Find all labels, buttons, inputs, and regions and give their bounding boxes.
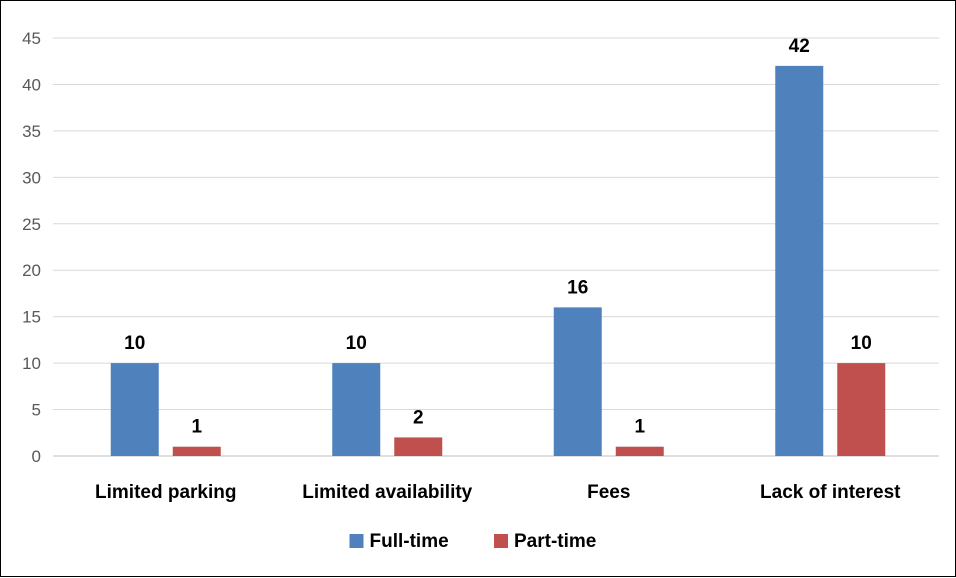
bars <box>110 65 886 456</box>
legend-label: Full-time <box>370 531 449 552</box>
bar-part-time <box>615 446 664 456</box>
data-label: 42 <box>789 36 810 57</box>
data-label: 1 <box>191 417 202 438</box>
bar-part-time <box>172 446 221 456</box>
y-tick-label: 0 <box>32 447 41 466</box>
bar-part-time <box>837 363 886 456</box>
x-axis-labels: Limited parking Limited availability Fees L… <box>95 482 901 503</box>
gridlines <box>53 37 939 457</box>
legend-swatch <box>349 534 364 548</box>
legend-swatch <box>494 534 508 548</box>
y-axis-ticks: 0 5 10 15 20 25 30 35 40 45 <box>22 29 41 466</box>
data-label: 10 <box>851 333 872 354</box>
y-tick-label: 5 <box>32 401 41 420</box>
data-labels: 10 1 10 2 16 1 42 10 <box>124 36 872 438</box>
category-label: Lack of interest <box>760 482 901 503</box>
y-tick-label: 20 <box>22 261 41 280</box>
category-label: Limited parking <box>95 482 236 503</box>
bar-full-time <box>332 363 381 456</box>
bar-part-time <box>394 437 443 456</box>
data-label: 2 <box>413 407 424 428</box>
data-label: 10 <box>346 333 367 354</box>
bar-full-time <box>553 307 602 456</box>
y-tick-label: 30 <box>22 168 41 187</box>
legend: Full-time Part-time <box>349 531 596 552</box>
y-tick-label: 40 <box>22 75 41 94</box>
y-tick-label: 15 <box>22 308 41 327</box>
y-tick-label: 35 <box>22 122 41 141</box>
legend-label: Part-time <box>514 531 596 552</box>
data-label: 1 <box>634 417 645 438</box>
y-tick-label: 25 <box>22 215 41 234</box>
category-label: Limited availability <box>302 482 472 503</box>
bar-full-time <box>110 363 159 456</box>
bar-full-time <box>775 65 824 456</box>
y-tick-label: 10 <box>22 354 41 373</box>
category-label: Fees <box>587 482 630 503</box>
data-label: 10 <box>124 333 145 354</box>
data-label: 16 <box>567 277 588 298</box>
y-tick-label: 45 <box>22 29 41 48</box>
